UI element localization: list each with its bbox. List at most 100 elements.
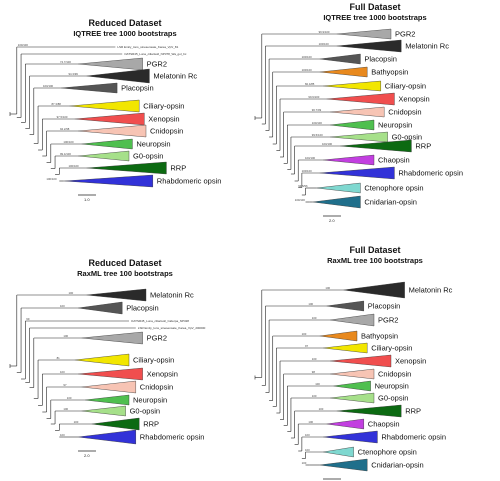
tip-label: OATSR45_Luna_ciliarisoll_NP378_Wa_gol_bc xyxy=(124,52,187,56)
support-value: 100 xyxy=(305,448,310,452)
clade-label: Rhabdomeric opsin xyxy=(157,177,222,186)
clade-label: Neuropsin xyxy=(378,121,412,130)
support-value: 100/100 xyxy=(295,198,306,202)
support-value: 100 xyxy=(302,332,307,336)
clade-triangle xyxy=(74,353,130,367)
support-value: 100 xyxy=(67,396,72,400)
support-value: 100 xyxy=(74,420,79,424)
clade-triangle xyxy=(77,429,137,445)
clade-triangle xyxy=(86,288,147,302)
support-value: 100 xyxy=(63,334,68,338)
support-value: 97 xyxy=(305,344,309,348)
clade-label: PGR2 xyxy=(378,316,398,325)
clade-triangle xyxy=(326,300,364,312)
clade-label: Cnidopsin xyxy=(378,370,411,379)
clade-label: Xenopsin xyxy=(148,115,179,124)
support-value: 81 xyxy=(57,356,61,360)
support-value: 100/100 xyxy=(312,121,323,125)
clade-label: Bathyopsin xyxy=(371,68,408,77)
support-value: 100/100 xyxy=(302,55,313,59)
clade-label: Cnidopsin xyxy=(150,127,183,136)
clade-label: Bathyopsin xyxy=(361,332,398,341)
panel-reduced-iqtree: Reduced Dataset IQTREE tree 1000 bootstr… xyxy=(0,0,250,240)
clade-label: Ciliary-opsin xyxy=(371,344,412,353)
panel-title: Reduced Dataset xyxy=(88,18,162,28)
clade-triangle xyxy=(336,28,392,40)
clade-label: Melatonin Rc xyxy=(405,42,449,51)
clade-triangle xyxy=(329,392,375,404)
support-value: 99.9/100 xyxy=(319,30,330,34)
clade-label: Ciliary-opsin xyxy=(133,356,174,365)
scale-label: 1.0 xyxy=(84,197,90,202)
support-value: 87.3/88 xyxy=(52,102,62,106)
support-value: 100/100 xyxy=(63,140,74,144)
clade-triangle xyxy=(319,166,395,180)
clade-label: Placopsin xyxy=(121,84,154,93)
panel-full-iqtree: Full Dataset IQTREE tree 1000 bootstraps xyxy=(250,0,500,240)
clade-triangle xyxy=(329,354,392,368)
clade-triangle xyxy=(326,418,364,430)
clade-label: Rhabdomeric opsin xyxy=(140,433,205,442)
clade-triangle xyxy=(81,380,137,394)
support-value: 100 xyxy=(312,357,317,361)
clade-label: Cnidarian-opsin xyxy=(371,461,424,470)
clade-label: Cnidarian-opsin xyxy=(364,198,417,207)
panel-subtitle: RaxML tree 100 bootstraps xyxy=(77,269,173,278)
support-value: 100 xyxy=(60,433,65,437)
panel-subtitle: IQTREE tree 1000 bootstraps xyxy=(73,29,177,38)
support-value: 100/100 xyxy=(302,169,313,173)
clade-triangle xyxy=(81,405,126,417)
support-value: 82.4/85 xyxy=(305,82,315,86)
support-value: 100 xyxy=(308,302,313,306)
support-value: 100/100 xyxy=(305,156,316,160)
clade-triangle xyxy=(336,39,402,53)
clade-triangle xyxy=(322,154,375,166)
support-value: 100/100 xyxy=(69,164,80,168)
support-value: 100 xyxy=(305,433,310,437)
clade-triangle xyxy=(322,446,354,458)
clade-triangle xyxy=(84,394,130,406)
support-value: 100/100 xyxy=(18,43,29,47)
clade-label: Chaopsin xyxy=(378,156,410,165)
clade-triangle xyxy=(74,112,145,126)
clade-triangle xyxy=(322,430,378,444)
clade-triangle xyxy=(77,57,143,71)
support-value: 97 xyxy=(63,383,67,387)
clade-label: Rhabdomeric opsin xyxy=(381,433,446,442)
clade-label: Ctenophore opsin xyxy=(364,184,423,193)
clade-triangle xyxy=(81,331,143,345)
clade-triangle xyxy=(86,161,167,175)
clade-label: Melatonin Rc xyxy=(153,72,197,81)
clade-triangle xyxy=(81,138,133,150)
clade-triangle xyxy=(77,124,147,138)
scale-label: 2.0 xyxy=(329,218,335,223)
clade-triangle xyxy=(319,66,368,78)
clade-label: Ciliary-opsin xyxy=(385,82,426,91)
panel-subtitle: RaxML tree 100 bootstraps xyxy=(327,256,423,265)
support-value: 100 xyxy=(69,291,74,295)
support-value: 100 xyxy=(315,382,320,386)
support-value: 100/100 xyxy=(43,84,54,88)
scale-label: 2.0 xyxy=(84,453,90,458)
support-value: 74.7/100 xyxy=(60,60,71,64)
clade-triangle xyxy=(329,368,375,380)
clade-label: Neuropsin xyxy=(136,140,170,149)
support-value: 100 xyxy=(308,420,313,424)
support-value: 93.5/96 xyxy=(298,184,308,188)
clade-label: Melatonin Rc xyxy=(409,286,453,295)
panel-title: Full Dataset xyxy=(349,245,401,255)
clade-label: RRP xyxy=(143,420,159,429)
clade-triangle xyxy=(319,330,358,342)
tip-label: OATSR45_Luna_ciliarisoll_Caferpa_NP328 xyxy=(131,319,189,323)
tip-label: LSR Emily_lons_sinesensate_Karea_VpV_81 xyxy=(117,45,178,49)
clade-triangle xyxy=(329,313,375,327)
clade-triangle xyxy=(343,281,405,299)
support-value: 96.7/99 xyxy=(312,108,322,112)
support-value: 100/100 xyxy=(319,42,330,46)
support-value: 99.5/100 xyxy=(312,133,323,137)
support-value: 100 xyxy=(60,370,65,374)
clade-triangle xyxy=(312,195,361,209)
clade-label: G0-opsin xyxy=(392,133,422,142)
panel-title: Full Dataset xyxy=(349,2,401,12)
